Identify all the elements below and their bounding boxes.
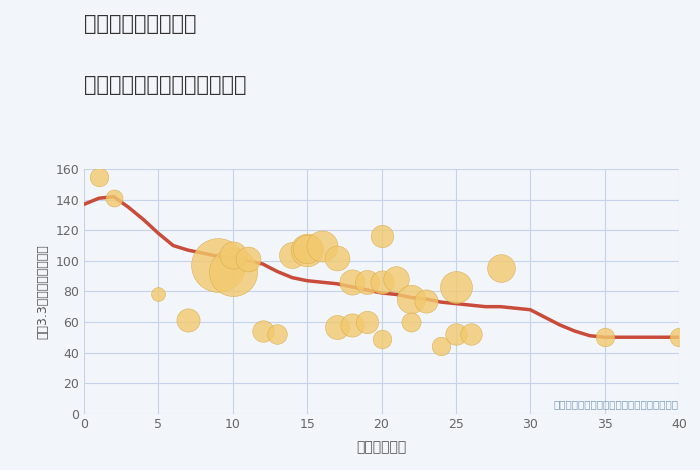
Point — [376, 233, 387, 240]
Point — [361, 318, 372, 326]
Point — [421, 297, 432, 305]
Point — [406, 295, 417, 303]
Point — [435, 343, 447, 350]
Point — [257, 327, 268, 335]
Text: 福岡県春日市惣利の: 福岡県春日市惣利の — [84, 14, 197, 34]
Point — [346, 278, 357, 286]
Point — [153, 290, 164, 298]
Point — [406, 318, 417, 326]
Point — [302, 245, 313, 252]
Y-axis label: 坪（3.3㎡）単価（万円）: 坪（3.3㎡）単価（万円） — [36, 244, 50, 339]
Point — [227, 251, 238, 258]
Point — [272, 330, 283, 338]
Point — [331, 254, 342, 261]
Point — [450, 330, 461, 338]
Point — [108, 195, 119, 202]
X-axis label: 築年数（年）: 築年数（年） — [356, 440, 407, 454]
Point — [673, 334, 685, 341]
Point — [212, 262, 223, 269]
Point — [346, 321, 357, 329]
Point — [361, 278, 372, 286]
Point — [495, 265, 506, 272]
Text: 築年数別中古マンション価格: 築年数別中古マンション価格 — [84, 75, 246, 95]
Point — [391, 275, 402, 283]
Point — [599, 334, 610, 341]
Point — [465, 330, 476, 338]
Point — [376, 278, 387, 286]
Text: 円の大きさは、取引のあった物件面積を示す: 円の大きさは、取引のあった物件面積を示す — [554, 399, 679, 409]
Point — [376, 335, 387, 343]
Point — [302, 246, 313, 254]
Point — [93, 173, 104, 180]
Point — [242, 256, 253, 263]
Point — [183, 317, 194, 324]
Point — [227, 268, 238, 275]
Point — [316, 242, 328, 249]
Point — [287, 251, 298, 258]
Point — [450, 283, 461, 290]
Point — [331, 323, 342, 330]
